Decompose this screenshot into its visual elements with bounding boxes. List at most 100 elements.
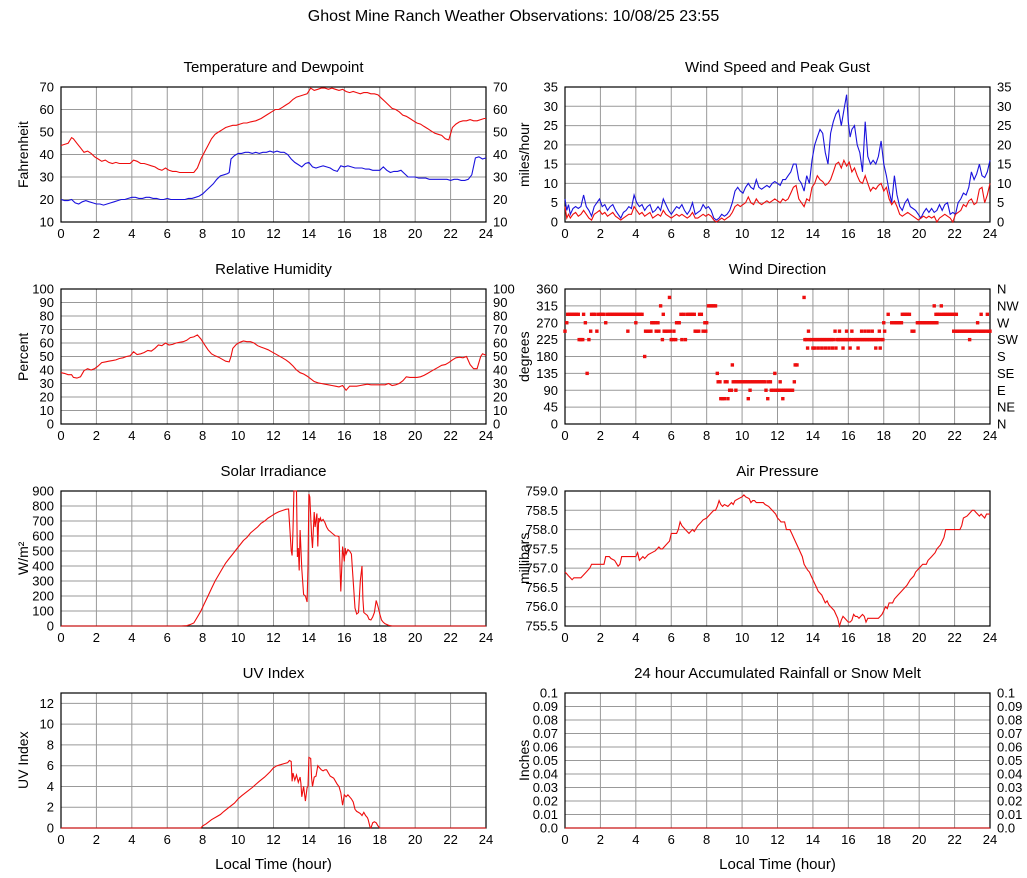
svg-text:0: 0	[561, 832, 568, 847]
chart-uv-index: UV Index UV Index 0 2 4 6 8 10 12 14 16 18 20 22 24 0…	[0, 663, 513, 875]
svg-text:24: 24	[983, 226, 997, 241]
series-humidity	[60, 334, 487, 392]
svg-text:30: 30	[544, 99, 558, 114]
svg-text:0.06: 0.06	[997, 740, 1022, 755]
svg-text:16: 16	[841, 630, 855, 645]
svg-text:225: 225	[536, 332, 558, 347]
svg-text:0: 0	[47, 417, 54, 432]
svg-text:4: 4	[47, 779, 54, 794]
plot-border	[564, 288, 991, 425]
svg-text:4: 4	[632, 428, 639, 443]
svg-text:10: 10	[40, 403, 54, 418]
svg-text:30: 30	[493, 170, 507, 185]
chart-title: Temperature and Dewpoint	[183, 59, 364, 76]
svg-text:12: 12	[770, 630, 784, 645]
svg-text:2: 2	[597, 832, 604, 847]
svg-text:180: 180	[536, 349, 558, 364]
svg-text:20: 20	[912, 832, 926, 847]
gridlines	[565, 289, 990, 424]
chart-rainfall: 24 hour Accumulated Rainfall or Snow Mel…	[514, 663, 1027, 875]
svg-text:N: N	[997, 417, 1006, 432]
svg-text:5: 5	[551, 195, 558, 210]
svg-text:14: 14	[806, 832, 820, 847]
svg-text:70: 70	[493, 322, 507, 337]
svg-text:35: 35	[544, 80, 558, 95]
svg-text:NW: NW	[997, 298, 1019, 313]
svg-text:0: 0	[493, 417, 500, 432]
svg-text:12: 12	[770, 428, 784, 443]
gridlines	[565, 87, 990, 222]
chart-title: Air Pressure	[736, 463, 819, 480]
x-axis-label: Local Time (hour)	[719, 856, 836, 873]
svg-text:NE: NE	[997, 400, 1015, 415]
axis-tick-labels: 0 2 4 6 8 10 12 14 16 18 20 22 240.0 0.00.01 0.010.02 0…	[533, 686, 1023, 848]
svg-text:360: 360	[536, 282, 558, 297]
svg-text:70: 70	[493, 80, 507, 95]
svg-text:22: 22	[443, 630, 457, 645]
svg-text:22: 22	[443, 832, 457, 847]
svg-text:10: 10	[231, 630, 245, 645]
svg-text:70: 70	[40, 80, 54, 95]
svg-text:135: 135	[536, 366, 558, 381]
svg-text:2: 2	[597, 226, 604, 241]
svg-text:400: 400	[32, 559, 54, 574]
svg-text:0.06: 0.06	[533, 740, 558, 755]
svg-text:12: 12	[266, 630, 280, 645]
svg-text:800: 800	[32, 499, 54, 514]
svg-text:16: 16	[337, 226, 351, 241]
svg-text:30: 30	[40, 376, 54, 391]
svg-text:6: 6	[164, 226, 171, 241]
svg-text:50: 50	[40, 125, 54, 140]
svg-text:10: 10	[544, 176, 558, 191]
svg-text:40: 40	[40, 147, 54, 162]
svg-text:20: 20	[408, 630, 422, 645]
svg-text:8: 8	[703, 226, 710, 241]
svg-text:755.5: 755.5	[525, 619, 558, 634]
svg-text:0.1: 0.1	[540, 686, 558, 701]
svg-text:4: 4	[128, 832, 135, 847]
svg-text:70: 70	[40, 322, 54, 337]
svg-text:6: 6	[47, 758, 54, 773]
series-uv	[61, 756, 486, 830]
svg-text:90: 90	[544, 383, 558, 398]
svg-text:22: 22	[443, 428, 457, 443]
svg-text:60: 60	[493, 102, 507, 117]
svg-text:14: 14	[302, 428, 316, 443]
svg-text:15: 15	[544, 157, 558, 172]
plot-border	[564, 86, 991, 223]
svg-text:60: 60	[40, 102, 54, 117]
svg-text:24: 24	[983, 832, 997, 847]
svg-text:0: 0	[561, 630, 568, 645]
svg-text:24: 24	[983, 630, 997, 645]
series-pressure	[564, 494, 990, 629]
svg-text:24: 24	[479, 226, 493, 241]
svg-text:18: 18	[877, 428, 891, 443]
svg-text:0.08: 0.08	[533, 713, 558, 728]
svg-text:270: 270	[536, 315, 558, 330]
svg-text:18: 18	[373, 428, 387, 443]
svg-text:16: 16	[337, 630, 351, 645]
svg-text:0.09: 0.09	[533, 699, 558, 714]
chart-title: UV Index	[242, 665, 305, 682]
svg-text:2: 2	[93, 428, 100, 443]
svg-text:16: 16	[841, 832, 855, 847]
svg-text:6: 6	[164, 630, 171, 645]
svg-text:30: 30	[997, 99, 1011, 114]
chart-wind-direction: Wind Direction degrees 0 2 4 6 8 10 12 14 16 18 20…	[514, 259, 1027, 471]
svg-text:10: 10	[735, 226, 749, 241]
chart-air-pressure: Air Pressure millibars 0 2 4 6 8 10 12 14 16 18 20…	[514, 461, 1027, 673]
svg-text:10: 10	[735, 630, 749, 645]
chart-title: Solar Irradiance	[220, 463, 327, 480]
svg-text:900: 900	[32, 484, 54, 499]
svg-text:600: 600	[32, 529, 54, 544]
svg-text:35: 35	[997, 80, 1011, 95]
svg-text:18: 18	[877, 630, 891, 645]
